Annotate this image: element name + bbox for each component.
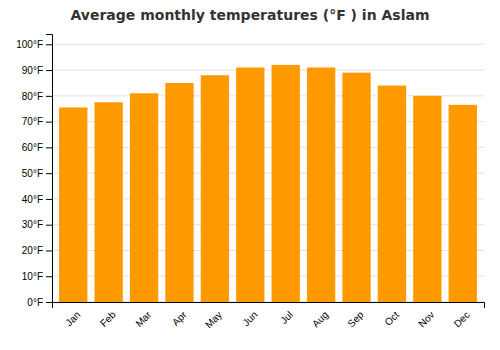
axis-line <box>46 35 53 303</box>
tick-label: May <box>203 309 224 330</box>
tick: Feb <box>98 309 118 329</box>
tick: Mar <box>133 309 153 329</box>
tick: 90°F <box>22 65 52 76</box>
tick: Sep <box>345 309 366 330</box>
tick-label: Feb <box>98 309 118 329</box>
grid-line <box>52 44 484 45</box>
tick-label: Mar <box>133 309 153 329</box>
bar <box>307 68 335 303</box>
bar <box>94 102 122 302</box>
bar <box>342 73 370 302</box>
tick-mark <box>46 276 52 277</box>
tick-label: 0°F <box>27 297 43 308</box>
tick: Nov <box>416 309 436 329</box>
tick: Aug <box>310 309 330 329</box>
grid <box>52 44 484 302</box>
bars <box>59 65 477 302</box>
bar <box>165 83 193 302</box>
tick: Oct <box>382 309 401 328</box>
tick: 60°F <box>22 142 52 153</box>
tick: 30°F <box>22 219 52 230</box>
tick: Jan <box>63 309 82 328</box>
tick-mark <box>46 96 52 97</box>
tick-label: 40°F <box>22 194 43 205</box>
tick: Jul <box>278 309 295 326</box>
tick: 70°F <box>22 116 52 127</box>
tick: 50°F <box>22 168 52 179</box>
tick-mark <box>46 199 52 200</box>
tick: 20°F <box>22 245 52 256</box>
bar <box>413 96 441 302</box>
tick: 40°F <box>22 194 52 205</box>
tick-mark <box>46 147 52 148</box>
tick: May <box>203 309 224 330</box>
tick-label: 50°F <box>22 168 43 179</box>
tick-label: Jul <box>278 309 295 326</box>
chart: Average monthly temperatures (°F ) in As… <box>0 0 500 350</box>
bar <box>378 86 406 302</box>
tick-label: 10°F <box>22 271 43 282</box>
tick-label: 80°F <box>22 91 43 102</box>
tick: 10°F <box>22 271 52 282</box>
tick: Dec <box>452 309 472 329</box>
tick-label: Jan <box>63 309 82 328</box>
tick-mark <box>46 225 52 226</box>
tick-mark <box>46 122 52 123</box>
plot: 0°F 10°F 20°F 30°F 40°F 50°F 60°F 70°F 80°F 90°F 1… <box>16 35 484 331</box>
bar <box>272 65 300 302</box>
tick-label: Apr <box>170 309 189 328</box>
tick-label: 30°F <box>22 219 43 230</box>
tick-label: Dec <box>452 309 472 329</box>
title: Average monthly temperatures (°F ) in As… <box>71 7 430 23</box>
tick: 80°F <box>22 91 52 102</box>
tick: 0°F <box>27 297 52 308</box>
tick-label: 20°F <box>22 245 43 256</box>
grid-line <box>52 70 484 71</box>
bar <box>130 93 158 302</box>
y-axis: 0°F 10°F 20°F 30°F 40°F 50°F 60°F 70°F 80°F 90°F 1… <box>16 35 52 308</box>
bar <box>449 105 477 302</box>
tick-label: 90°F <box>22 65 43 76</box>
tick-label: 60°F <box>22 142 43 153</box>
tick-label: 70°F <box>22 116 43 127</box>
tick-label: Oct <box>382 309 401 328</box>
tick: Apr <box>170 309 189 328</box>
tick-label: Jun <box>240 309 259 328</box>
tick: 100°F <box>16 39 52 50</box>
tick-label: 100°F <box>16 39 43 50</box>
tick-label: Sep <box>345 309 366 330</box>
tick: Jun <box>240 309 259 328</box>
axis-line <box>53 303 485 309</box>
tick-mark <box>46 302 52 303</box>
x-axis: Jan Feb Mar Apr May Jun Jul Aug Sep Oct Nov Dec <box>53 303 485 331</box>
tick-mark <box>46 70 52 71</box>
bar <box>201 75 229 302</box>
tick-mark <box>46 173 52 174</box>
tick-mark <box>46 44 52 45</box>
tick-mark <box>46 250 52 251</box>
bar <box>236 68 264 303</box>
bar <box>59 107 87 302</box>
tick-label: Nov <box>416 309 436 329</box>
tick-label: Aug <box>310 309 330 329</box>
